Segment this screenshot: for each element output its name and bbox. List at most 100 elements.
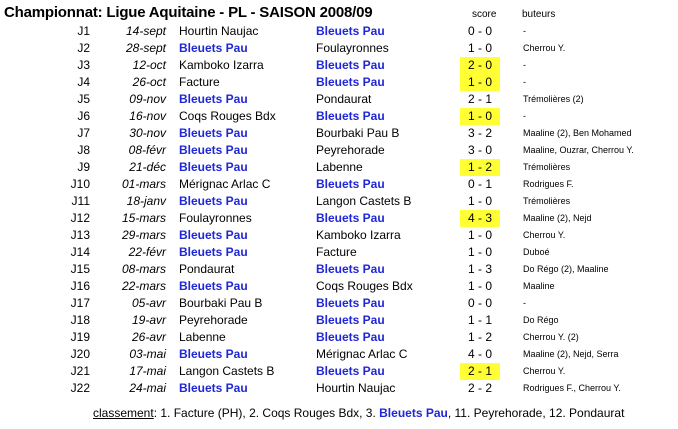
- match-date: 26-avr: [131, 330, 166, 344]
- match-date: 17-mai: [129, 364, 166, 378]
- match-score: 0 - 0: [467, 296, 492, 310]
- matchday-label: J7: [77, 126, 90, 140]
- matchday-label: J15: [70, 262, 90, 276]
- away-team: Bleuets Pau: [316, 296, 385, 310]
- standings-text-before: 1. Facture (PH), 2. Coqs Rouges Bdx, 3.: [160, 406, 380, 420]
- match-score: 1 - 0: [467, 228, 492, 242]
- away-team: Bleuets Pau: [316, 262, 385, 276]
- match-score: 1 - 0: [460, 108, 500, 125]
- match-date: 18-janv: [126, 194, 166, 208]
- match-score: 2 - 0: [460, 57, 500, 74]
- table-row: J12 15-mars Foulayronnes Bleuets Pau 4 -…: [0, 210, 678, 227]
- table-row: J21 17-mai Langon Castets B Bleuets Pau …: [0, 363, 678, 380]
- page-title: Championnat: Ligue Aquitaine - PL - SAIS…: [4, 4, 373, 21]
- match-score: 1 - 2: [467, 330, 492, 344]
- away-team: Peyrehorade: [316, 143, 385, 157]
- matchday-label: J11: [71, 194, 90, 208]
- table-row: J4 26-oct Facture Bleuets Pau 1 - 0 -: [0, 74, 678, 91]
- match-scorers: Do Régo (2), Maaline: [523, 264, 609, 274]
- match-date: 16-nov: [129, 109, 166, 123]
- standings-separator: :: [153, 406, 161, 420]
- match-scorers: -: [523, 26, 526, 36]
- home-team: Bleuets Pau: [179, 194, 248, 208]
- home-team: Kamboko Izarra: [179, 58, 264, 72]
- match-score: 2 - 1: [467, 92, 492, 106]
- matchday-label: J22: [70, 381, 90, 395]
- match-date: 15-mars: [121, 211, 166, 225]
- home-team: Bleuets Pau: [179, 92, 248, 106]
- match-scorers: Trémolières (2): [523, 94, 584, 104]
- away-team: Bleuets Pau: [316, 24, 385, 38]
- match-score: 1 - 0: [467, 245, 492, 259]
- match-scorers: Trémolières: [523, 196, 571, 206]
- match-score: 1 - 2: [460, 159, 500, 176]
- away-team: Bleuets Pau: [316, 211, 385, 225]
- away-team: Bourbaki Pau B: [316, 126, 400, 140]
- matchday-label: J19: [70, 330, 90, 344]
- home-team: Bleuets Pau: [179, 41, 248, 55]
- away-team: Coqs Rouges Bdx: [316, 279, 413, 293]
- table-row: J1 14-sept Hourtin Naujac Bleuets Pau 0 …: [0, 23, 678, 40]
- away-team: Pondaurat: [316, 92, 372, 106]
- match-scorers: -: [523, 60, 526, 70]
- match-date: 01-mars: [121, 177, 166, 191]
- away-team: Bleuets Pau: [316, 364, 385, 378]
- match-date: 24-mai: [129, 381, 166, 395]
- table-row: J13 29-mars Bleuets Pau Kamboko Izarra 1…: [0, 227, 678, 244]
- match-date: 08-févr: [128, 143, 166, 157]
- home-team: Bleuets Pau: [179, 160, 248, 174]
- match-scorers: Cherrou Y. (2): [523, 332, 579, 342]
- matches-table: J1 14-sept Hourtin Naujac Bleuets Pau 0 …: [0, 23, 678, 397]
- standings-label: classement: [93, 406, 154, 420]
- standings-team: Bleuets Pau: [379, 406, 448, 420]
- match-date: 30-nov: [129, 126, 166, 140]
- matchday-label: J6: [77, 109, 90, 123]
- matchday-label: J10: [70, 177, 90, 191]
- match-date: 12-oct: [132, 58, 166, 72]
- matchday-label: J18: [70, 313, 90, 327]
- home-team: Pondaurat: [179, 262, 235, 276]
- match-score: 3 - 0: [467, 143, 492, 157]
- home-team: Coqs Rouges Bdx: [179, 109, 276, 123]
- table-row: J5 09-nov Bleuets Pau Pondaurat 2 - 1 Tr…: [0, 91, 678, 108]
- matchday-label: J4: [77, 75, 90, 89]
- table-row: J16 22-mars Bleuets Pau Coqs Rouges Bdx …: [0, 278, 678, 295]
- match-date: 09-nov: [129, 92, 166, 106]
- matchday-label: J5: [77, 92, 90, 106]
- standings-text-after: , 11. Peyrehorade, 12. Pondaurat: [447, 406, 625, 420]
- table-row: J2 28-sept Bleuets Pau Foulayronnes 1 - …: [0, 40, 678, 57]
- match-date: 28-sept: [125, 41, 166, 55]
- matchday-label: J1: [77, 24, 90, 38]
- match-date: 19-avr: [131, 313, 166, 327]
- match-score: 1 - 3: [467, 262, 492, 276]
- table-row: J8 08-févr Bleuets Pau Peyrehorade 3 - 0…: [0, 142, 678, 159]
- match-scorers: Rodrigues F., Cherrou Y.: [523, 383, 621, 393]
- match-date: 22-mars: [121, 279, 166, 293]
- home-team: Bleuets Pau: [179, 245, 248, 259]
- matchday-label: J21: [70, 364, 90, 378]
- away-team: Bleuets Pau: [316, 177, 385, 191]
- match-date: 08-mars: [121, 262, 166, 276]
- scorers-column-header: buteurs: [522, 9, 556, 20]
- home-team: Bleuets Pau: [179, 143, 248, 157]
- home-team: Labenne: [179, 330, 226, 344]
- match-date: 29-mars: [121, 228, 166, 242]
- home-team: Facture: [179, 75, 220, 89]
- match-scorers: -: [523, 77, 526, 87]
- match-scorers: Cherrou Y.: [523, 43, 566, 53]
- home-team: Bleuets Pau: [179, 228, 248, 242]
- away-team: Foulayronnes: [316, 41, 389, 55]
- away-team: Kamboko Izarra: [316, 228, 401, 242]
- match-score: 2 - 2: [467, 381, 492, 395]
- match-scorers: Maaline (2), Nejd, Serra: [523, 349, 619, 359]
- table-row: J6 16-nov Coqs Rouges Bdx Bleuets Pau 1 …: [0, 108, 678, 125]
- away-team: Langon Castets B: [316, 194, 412, 208]
- matchday-label: J2: [77, 41, 90, 55]
- match-score: 0 - 1: [467, 177, 492, 191]
- home-team: Peyrehorade: [179, 313, 248, 327]
- table-row: J9 21-déc Bleuets Pau Labenne 1 - 2 Trém…: [0, 159, 678, 176]
- away-team: Hourtin Naujac: [316, 381, 396, 395]
- match-score: 3 - 2: [467, 126, 492, 140]
- matchday-label: J13: [70, 228, 90, 242]
- away-team: Bleuets Pau: [316, 330, 385, 344]
